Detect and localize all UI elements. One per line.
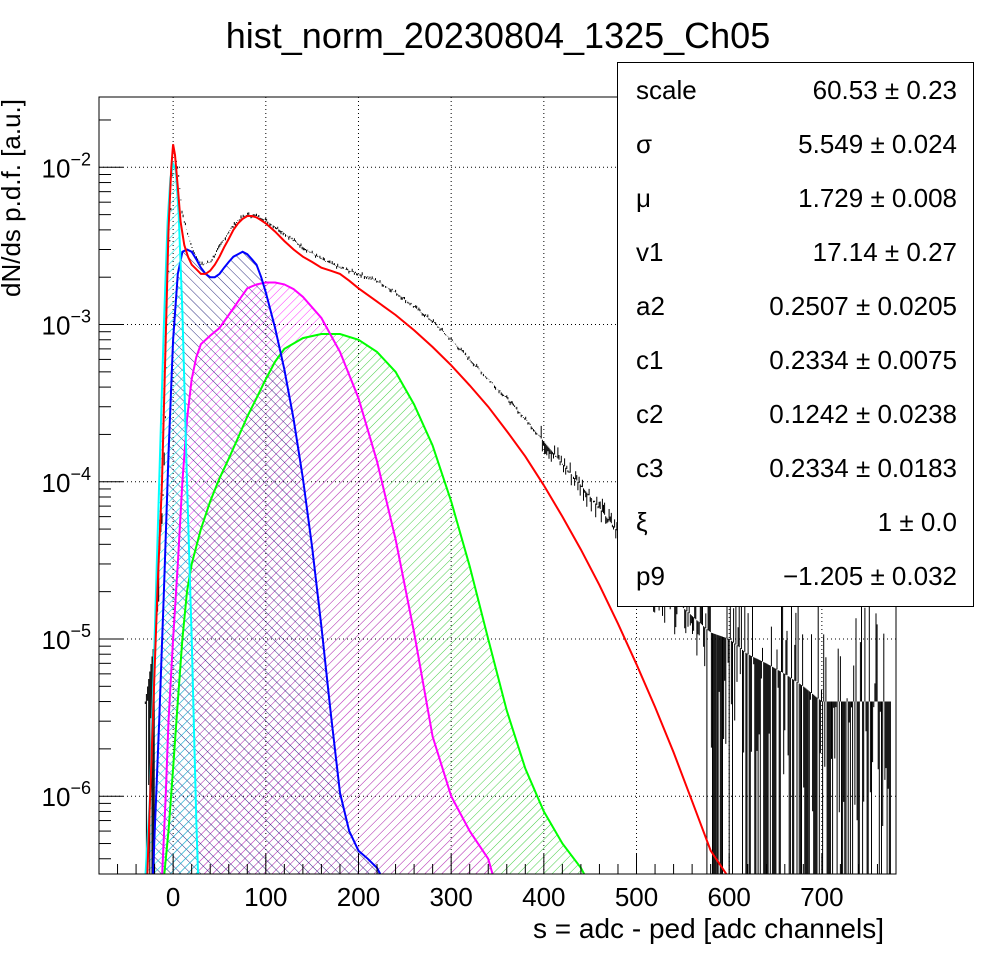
series-fill (152, 249, 383, 874)
series-line (151, 248, 382, 874)
stat-value: 60.53 ± 0.23 (812, 75, 957, 105)
stat-value: 0.1242 ± 0.0238 (769, 399, 957, 429)
series-line (146, 144, 728, 874)
stat-row-v1: v1 17.14 ± 0.27 (618, 225, 973, 279)
stat-value: 5.549 ± 0.024 (798, 129, 957, 159)
y-tick-label: 10−4 (42, 464, 91, 498)
y-tick-label: 10−5 (42, 621, 91, 655)
series-line (144, 160, 200, 874)
y-tick-label: 10−3 (42, 307, 91, 341)
x-tick-label: 0 (166, 882, 180, 912)
stat-name: p9 (636, 561, 665, 591)
stat-row-a2: a2 0.2507 ± 0.0205 (618, 279, 973, 333)
stat-value: 1.729 ± 0.008 (798, 183, 957, 213)
stat-name: c3 (636, 453, 664, 483)
x-tick-label: 400 (522, 882, 565, 912)
series-fill (145, 164, 199, 874)
stat-value: 0.2507 ± 0.0205 (769, 291, 957, 321)
stat-value: −1.205 ± 0.032 (782, 561, 957, 591)
stats-box: scale 60.53 ± 0.23 σ 5.549 ± 0.024 μ 1.729 … (617, 62, 974, 607)
stat-row-sigma: σ 5.549 ± 0.024 (618, 117, 973, 171)
stat-row-xi: ξ 1 ± 0.0 (618, 495, 973, 549)
y-axis-label: dN/ds p.d.f. [a.u.] (0, 99, 26, 297)
series-line (161, 281, 494, 874)
chart-title: hist_norm_20230804_1325_Ch05 (226, 15, 770, 56)
x-tick-label: 100 (244, 882, 287, 912)
series-fills (145, 164, 587, 874)
stat-row-p9: p9 −1.205 ± 0.032 (618, 549, 973, 603)
stat-row-mu: μ 1.729 ± 0.008 (618, 171, 973, 225)
x-tick-label: 200 (337, 882, 380, 912)
stat-row-c2: c2 0.1242 ± 0.0238 (618, 387, 973, 441)
stat-name: v1 (636, 237, 664, 267)
x-tick-label: 700 (800, 882, 843, 912)
stat-name: a2 (636, 291, 665, 321)
stat-value: 1 ± 0.0 (877, 507, 957, 537)
y-axis: 10−6 10−5 10−4 10−3 10−2 (42, 119, 123, 860)
stat-value: 0.2334 ± 0.0075 (769, 345, 957, 375)
stat-name: ξ (636, 507, 648, 537)
stat-row-c3: c3 0.2334 ± 0.0183 (618, 441, 973, 495)
x-axis-label: s = adc - ped [adc channels] (533, 913, 884, 944)
x-tick-label: 600 (707, 882, 750, 912)
stat-name: scale (636, 75, 697, 105)
x-tick-label: 500 (615, 882, 658, 912)
series-lines (144, 144, 728, 874)
stat-row-scale: scale 60.53 ± 0.23 (618, 63, 973, 117)
stat-name: σ (636, 129, 653, 159)
stat-name: μ (636, 183, 651, 213)
x-tick-label: 300 (429, 882, 472, 912)
stat-value: 0.2334 ± 0.0183 (769, 453, 957, 483)
x-axis: 0 100 200 300 400 500 600 700 (98, 854, 897, 912)
stat-name: c1 (636, 345, 664, 375)
y-tick-label: 10−2 (42, 149, 91, 183)
stat-row-c1: c1 0.2334 ± 0.0075 (618, 333, 973, 387)
stat-value: 17.14 ± 0.27 (812, 237, 957, 267)
stat-name: c2 (636, 399, 664, 429)
y-tick-label: 10−6 (42, 778, 91, 812)
